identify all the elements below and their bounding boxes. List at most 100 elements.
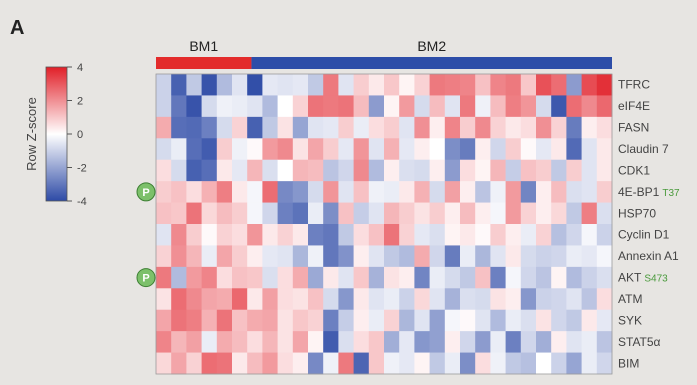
heatmap-cell [308, 202, 324, 225]
heatmap-cell [247, 309, 263, 332]
heatmap-cell [460, 181, 476, 203]
heatmap-cell [520, 245, 537, 268]
heatmap-cell [444, 331, 461, 353]
heatmap-cell [551, 181, 567, 203]
heatmap-cell [308, 181, 324, 203]
heatmap-cell [323, 181, 339, 203]
heatmap-cell [490, 74, 506, 96]
heatmap-cell [414, 159, 430, 182]
heatmap-cell [186, 288, 202, 311]
heatmap-cell [171, 352, 187, 375]
heatmap-cell [323, 331, 339, 353]
heatmap-cell [581, 331, 598, 353]
heatmap-cell [247, 352, 263, 375]
heatmap-cell [308, 331, 324, 353]
heatmap-cell [156, 288, 172, 311]
heatmap-cell [581, 138, 598, 161]
heatmap-cell [460, 288, 476, 311]
heatmap-cell [232, 266, 248, 289]
heatmap-cell [186, 309, 202, 332]
heatmap-cell [566, 245, 582, 268]
heatmap-cell [475, 74, 491, 96]
heatmap-cell [429, 309, 446, 332]
heatmap-cell [581, 352, 598, 375]
phospho-marks: P T37 P S473 [136, 182, 680, 288]
row-label: HSP70 [618, 206, 656, 220]
heatmap-cell [460, 245, 476, 268]
heatmap-cell [384, 245, 400, 268]
heatmap-cell [444, 309, 461, 332]
heatmap-cell [308, 116, 324, 139]
heatmap-cell [232, 331, 248, 353]
heatmap-cell [171, 159, 187, 182]
colorbar-ticks: 4 2 0 -2 -4 [67, 62, 87, 208]
phospho-site-label: T37 [662, 188, 680, 199]
heatmap-cell [232, 159, 248, 182]
heatmap-cell [323, 74, 339, 96]
heatmap-cell [186, 224, 202, 246]
row-label: Cyclin D1 [618, 228, 670, 242]
heatmap-cell [292, 116, 309, 139]
heatmap-cell [368, 159, 385, 182]
heatmap-cell [520, 138, 537, 161]
heatmap-cell [444, 159, 461, 182]
heatmap-cell [444, 288, 461, 311]
heatmap-cell [353, 331, 370, 353]
heatmap-cell [596, 224, 613, 246]
heatmap-cell [323, 95, 339, 118]
heatmap-cell [505, 181, 522, 203]
heatmap-cell [338, 138, 354, 161]
phospho-icon-label: P [142, 273, 149, 285]
heatmap-cell [353, 309, 370, 332]
heatmap-cell [292, 74, 309, 96]
heatmap-cell [232, 95, 248, 118]
heatmap-cell [171, 116, 187, 139]
heatmap-cell [384, 309, 400, 332]
heatmap-cell [201, 309, 218, 332]
heatmap-cell [520, 159, 537, 182]
heatmap-cell [475, 181, 491, 203]
heatmap-cell [292, 138, 309, 161]
heatmap-cell [551, 224, 567, 246]
heatmap-cell [368, 288, 385, 311]
heatmap-cell [216, 352, 233, 375]
heatmap-cell [247, 181, 263, 203]
heatmap-cell [520, 224, 537, 246]
colorbar-tick-label: -4 [77, 196, 87, 208]
heatmap-grid [156, 74, 613, 375]
heatmap-cell [353, 266, 370, 289]
heatmap-cell [338, 224, 354, 246]
heatmap-cell [338, 159, 354, 182]
heatmap-cell [475, 288, 491, 311]
heatmap-cell [460, 138, 476, 161]
heatmap-cell [490, 95, 506, 118]
heatmap-cell [384, 224, 400, 246]
heatmap-cell [262, 245, 278, 268]
heatmap-cell [429, 95, 446, 118]
heatmap-cell [581, 266, 598, 289]
heatmap-cell [171, 245, 187, 268]
heatmap-cell [475, 224, 491, 246]
heatmap-cell [505, 288, 522, 311]
heatmap-cell [323, 288, 339, 311]
row-label: FASN [618, 121, 649, 135]
heatmap-cell [216, 181, 233, 203]
heatmap-cell [156, 74, 172, 96]
heatmap-cell [247, 202, 263, 225]
heatmap-cell [520, 74, 537, 96]
heatmap-cell [490, 181, 506, 203]
heatmap-cell [156, 138, 172, 161]
heatmap-cell [581, 202, 598, 225]
heatmap-cell [490, 352, 506, 375]
heatmap-cell [308, 159, 324, 182]
heatmap-cell [156, 224, 172, 246]
heatmap-cell [490, 266, 506, 289]
heatmap-cell [338, 95, 354, 118]
heatmap-cell [186, 116, 202, 139]
group-bar [251, 57, 612, 69]
heatmap-cell [262, 74, 278, 96]
heatmap-cell [520, 266, 537, 289]
heatmap-cell [368, 224, 385, 246]
heatmap-cell [399, 224, 415, 246]
